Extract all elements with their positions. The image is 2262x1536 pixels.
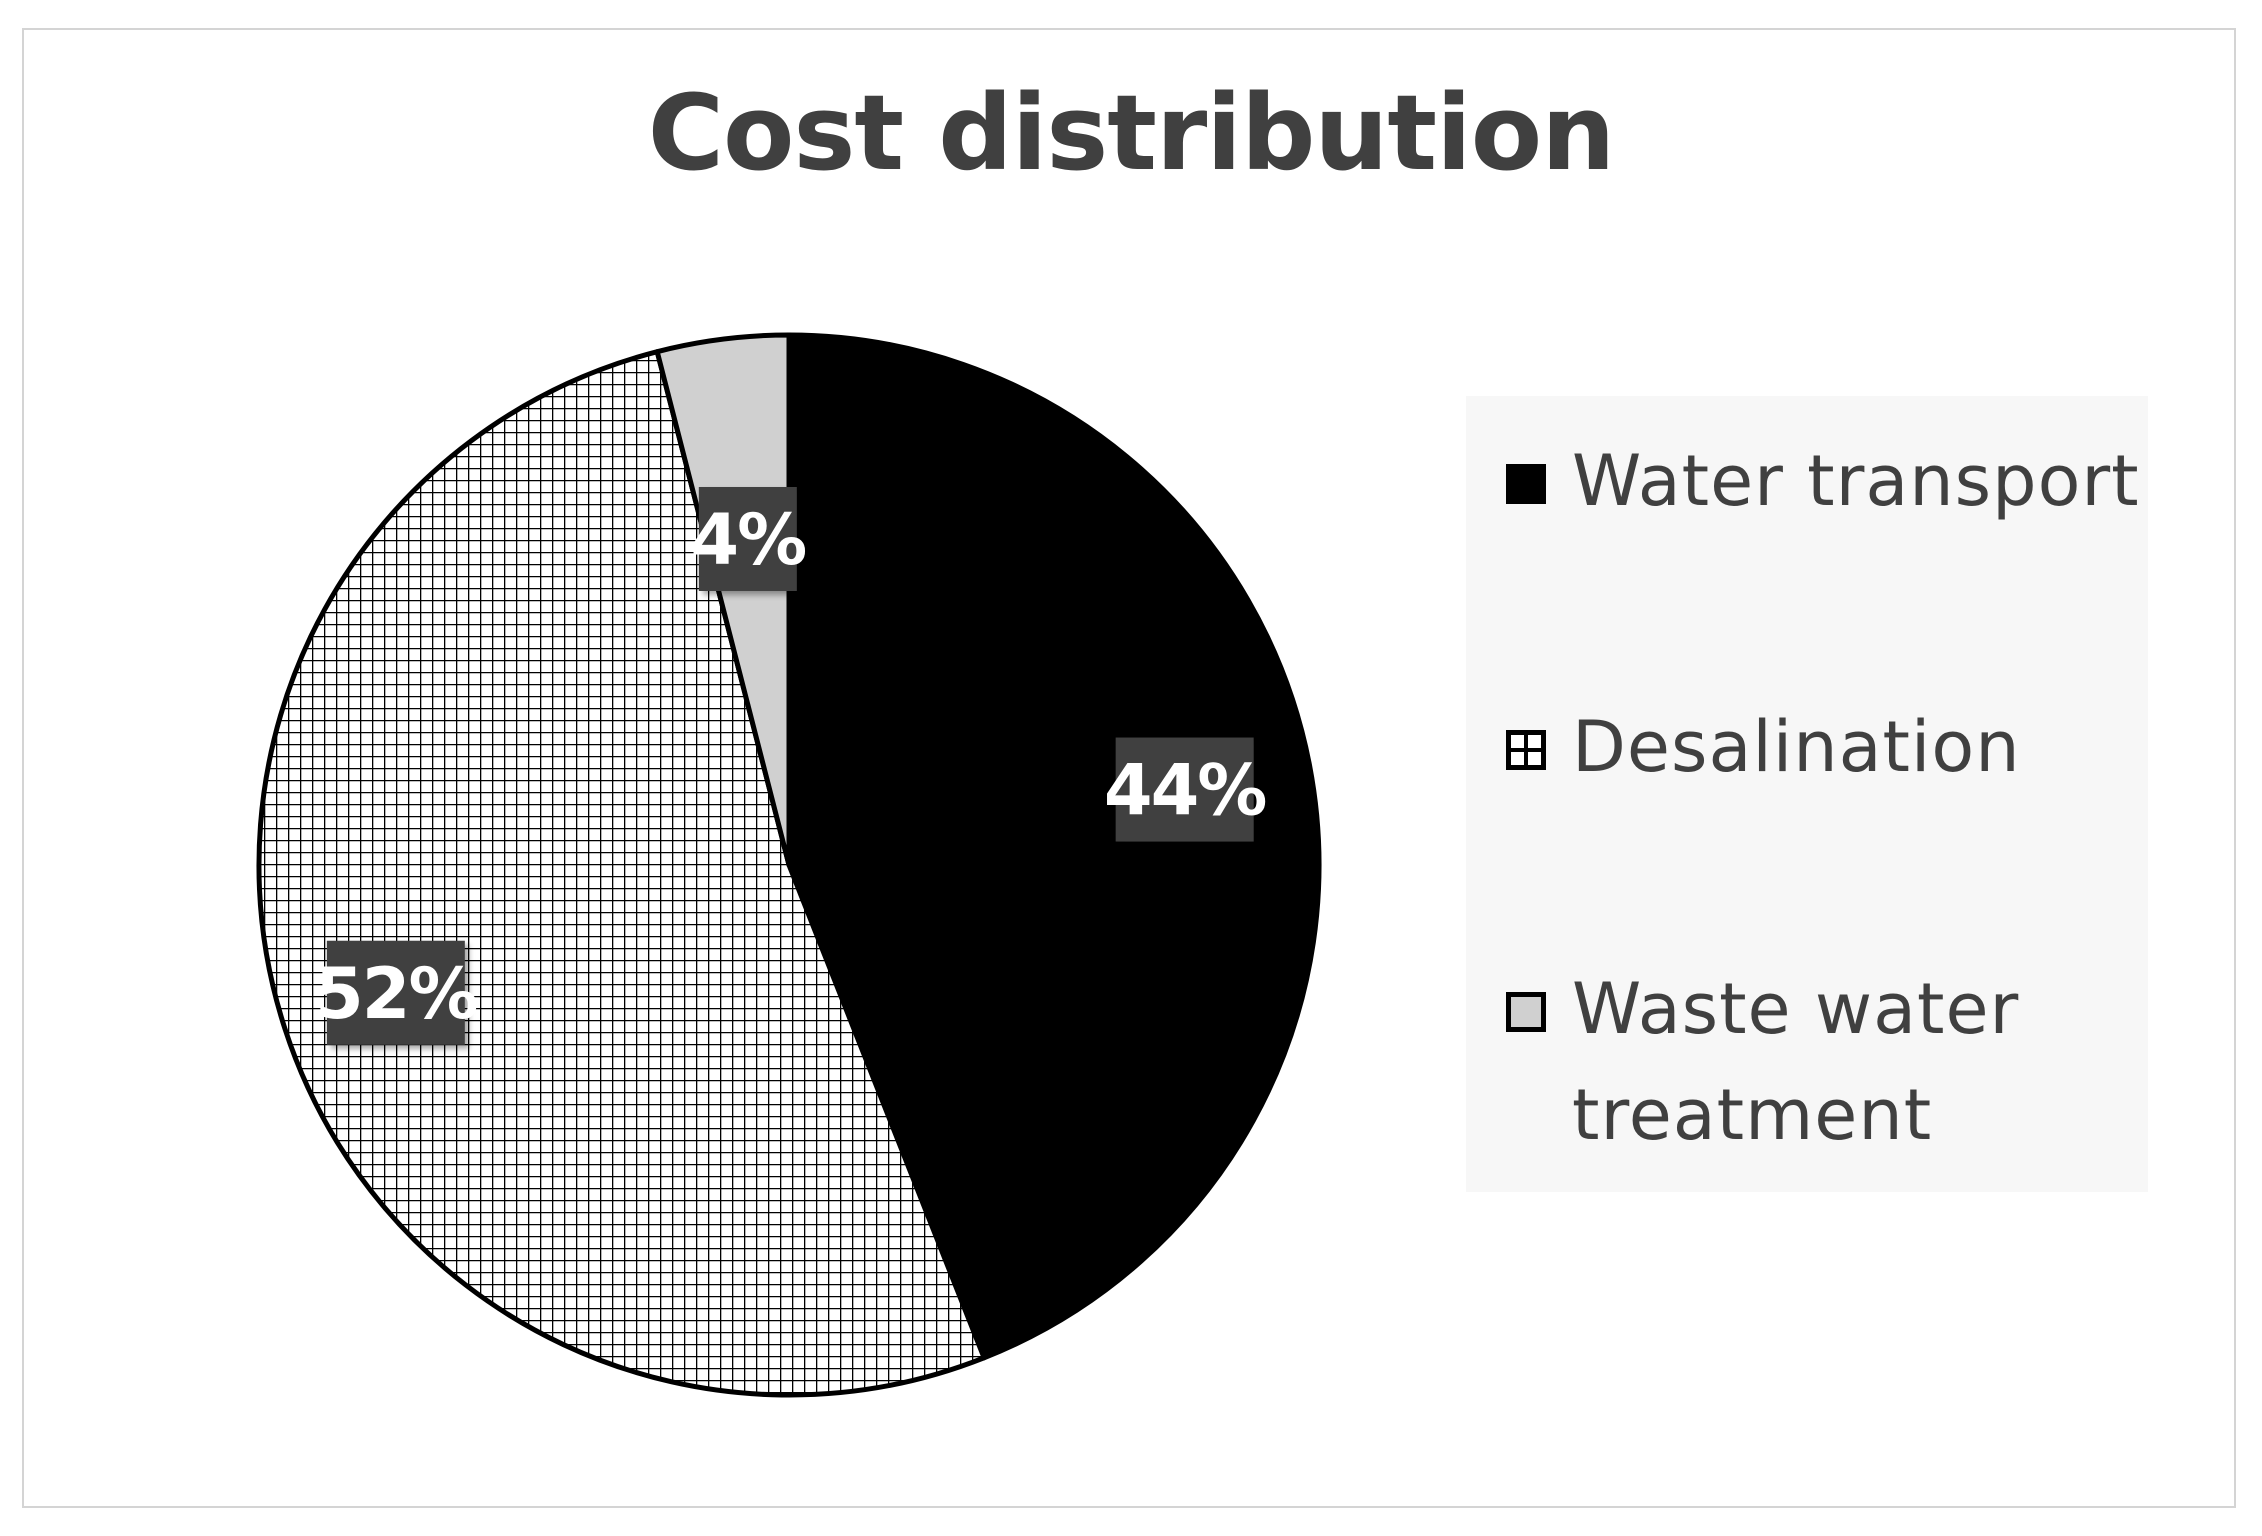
data-label-box-water-transport: [1115, 737, 1254, 842]
legend-label-waste-water-treatment: Waste water treatment: [1572, 968, 2020, 1156]
data-label-text-water-transport: 44%: [1104, 750, 1266, 832]
data-label-waste-water-treatment: 4%: [690, 486, 807, 591]
data-label-box-waste-water-treatment: [698, 486, 797, 591]
legend-swatch-desalination: [1506, 730, 1546, 770]
legend-item-waste-water-treatment: Waste water treatment: [1506, 956, 2152, 1168]
data-label-box-desalination: [326, 940, 465, 1045]
legend-swatch-water-transport: [1506, 464, 1546, 504]
legend-label-desalination: Desalination: [1572, 706, 2021, 788]
pie-slice-desalination: [256, 349, 987, 1398]
pie-slices: [256, 332, 1322, 1398]
data-label-text-waste-water-treatment: 4%: [690, 499, 805, 581]
pie-data-labels: 44% 52% 4%: [315, 486, 1267, 1045]
legend-swatch-waste-water-treatment: [1506, 992, 1546, 1032]
legend-item-water-transport: Water transport: [1506, 428, 2152, 534]
legend: Water transport Desalination Waste water…: [1466, 396, 2148, 1192]
data-label-text-desalination: 52%: [315, 953, 477, 1035]
chart-title: Cost distribution: [647, 72, 1616, 194]
data-label-desalination: 52%: [315, 940, 479, 1045]
legend-label-water-transport: Water transport: [1572, 440, 2140, 522]
pie-slice-waste-water-treatment: [654, 332, 792, 868]
pie-slice-water-transport: [786, 332, 1322, 1361]
legend-item-desalination: Desalination: [1506, 694, 2152, 800]
data-label-water-transport: 44%: [1104, 737, 1267, 842]
